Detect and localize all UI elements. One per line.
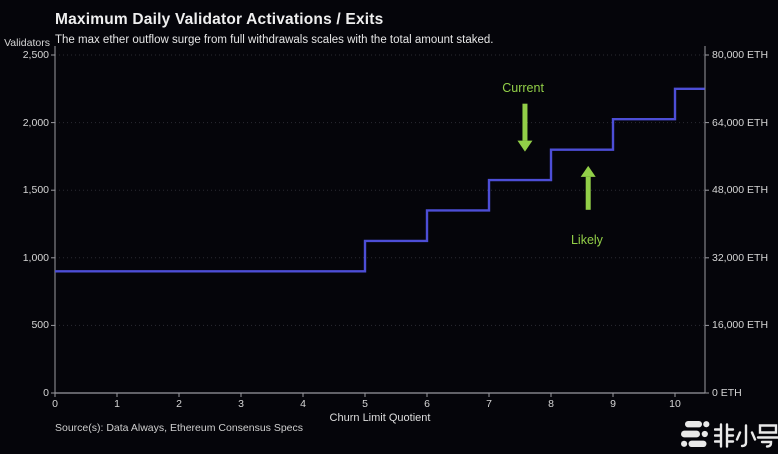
x-tick-label: 1	[114, 398, 120, 410]
y-tick-label-left: 500	[31, 319, 49, 332]
arrow-head-down-icon	[517, 140, 533, 152]
left-axis-title: Validators	[4, 37, 50, 49]
series-step-line	[55, 87, 705, 273]
y-tick-label-left: 1,000	[22, 251, 49, 264]
y-tick-label-right: 0 ETH	[712, 387, 742, 399]
x-tick-label: 6	[424, 398, 430, 410]
chart-subtitle: The max ether outflow surge from full wi…	[55, 34, 494, 46]
x-tick-label: 4	[300, 398, 306, 410]
source-note: Source(s): Data Always, Ethereum Consens…	[55, 422, 304, 434]
watermark	[678, 418, 778, 452]
y-tick-label-left: 1,500	[22, 184, 49, 197]
x-tick-label: 7	[486, 398, 492, 410]
y-tick-label-right: 64,000 ETH	[712, 116, 769, 129]
y-tick-label-left: 2,500	[22, 49, 49, 61]
chart-title: Maximum Daily Validator Activations / Ex…	[55, 11, 384, 28]
x-tick-label: 10	[669, 398, 681, 410]
watermark-text	[714, 422, 778, 448]
x-tick-label: 0	[52, 398, 58, 410]
y-tick-label-right: 16,000 ETH	[712, 319, 769, 332]
x-tick-label: 8	[548, 398, 554, 410]
arrow-head-up-icon	[580, 165, 596, 177]
x-tick-label: 2	[176, 398, 182, 410]
x-axis-title: Churn Limit Quotient	[329, 412, 431, 424]
y-tick-label-right: 48,000 ETH	[712, 184, 769, 197]
x-tick-label: 3	[238, 398, 244, 410]
feixiaohao-logo-icon	[681, 421, 710, 447]
y-tick-label-right: 32,000 ETH	[712, 251, 769, 264]
x-tick-label: 9	[610, 398, 616, 410]
annotation-label-likely: Likely	[570, 233, 603, 248]
x-tick-label: 5	[362, 398, 368, 410]
y-tick-label-left: 0	[43, 387, 49, 399]
y-tick-label-right: 80,000 ETH	[712, 49, 769, 61]
annotation-label-current: Current	[502, 81, 544, 96]
y-tick-label-left: 2,000	[22, 116, 49, 129]
